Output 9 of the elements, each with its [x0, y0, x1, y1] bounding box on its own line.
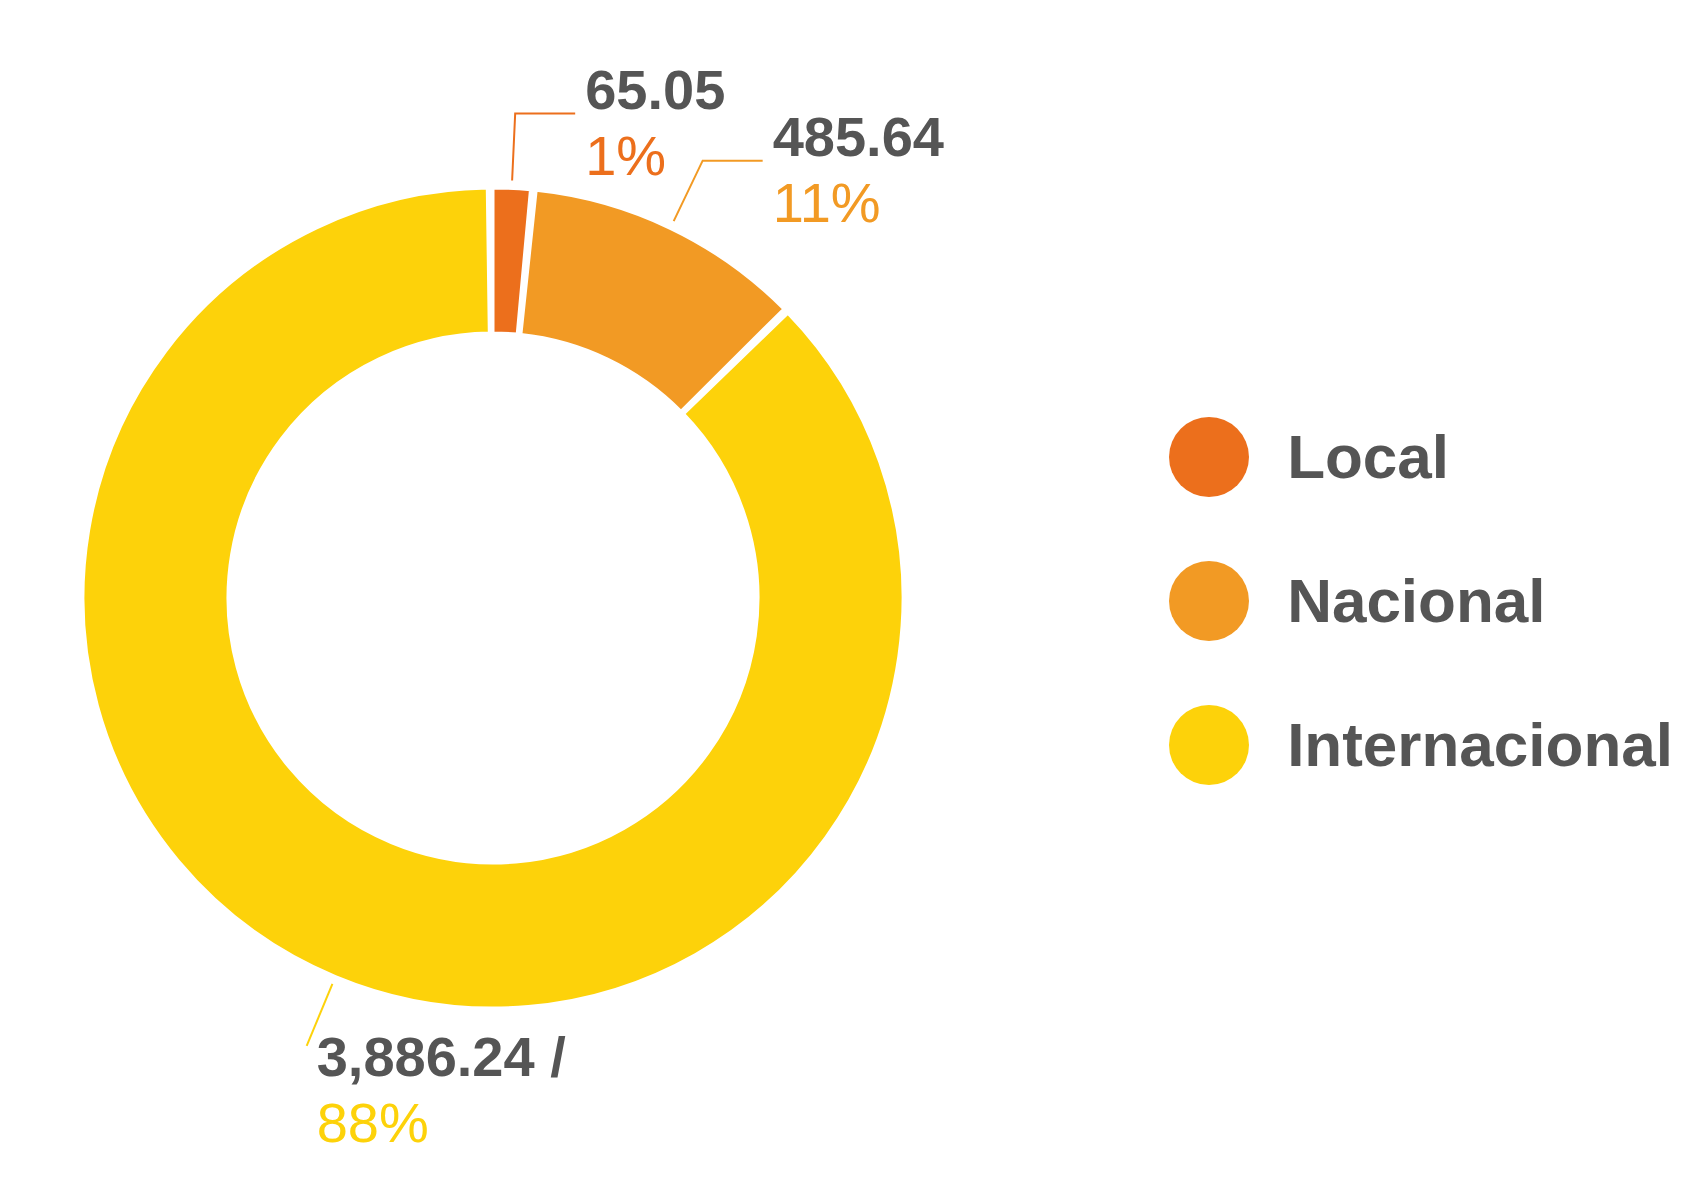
data-label: 3,886.24 /	[316, 1024, 567, 1088]
data-label: 485.64	[772, 104, 944, 168]
text: 88%	[316, 1090, 429, 1154]
legend-label: Local	[1287, 421, 1450, 492]
legend-label: Nacional	[1287, 565, 1546, 636]
text: 11%	[772, 170, 881, 234]
data-label: 65.05	[585, 57, 726, 121]
text: 1%	[585, 123, 667, 187]
legend-label: Internacional	[1287, 709, 1673, 780]
